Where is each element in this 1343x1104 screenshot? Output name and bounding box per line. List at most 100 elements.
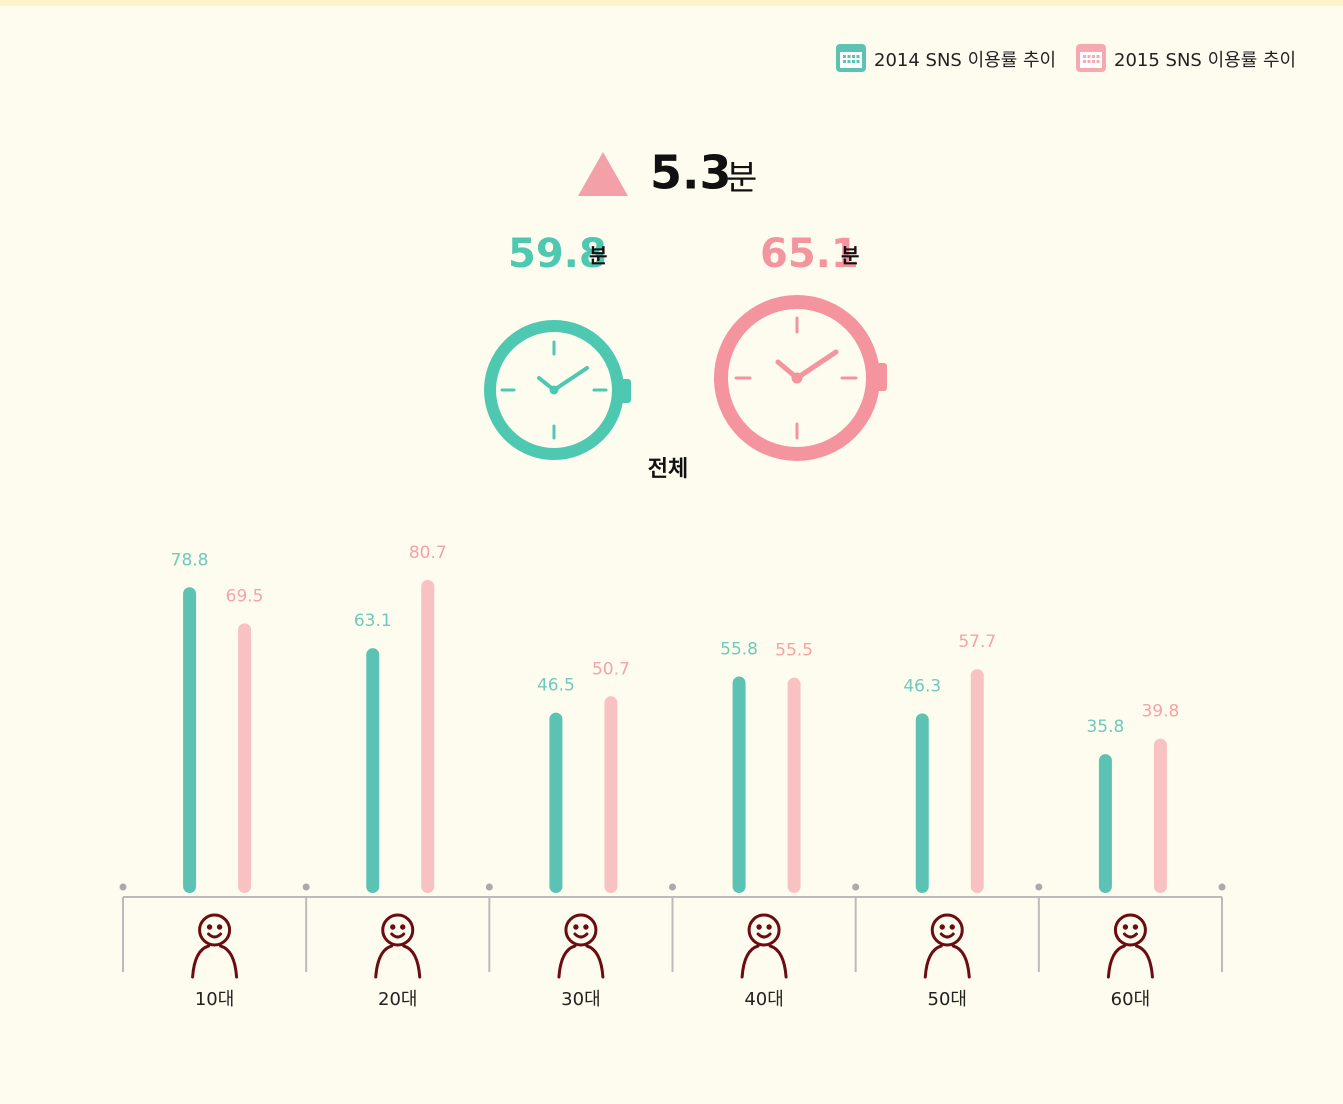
body [559, 946, 603, 977]
change-unit: 분 [726, 159, 757, 199]
body [925, 946, 969, 977]
value-label: 46.5 [537, 676, 575, 696]
value-label: 55.5 [775, 641, 813, 661]
head [749, 915, 779, 945]
bar [1099, 754, 1112, 893]
x-tick-label: 10대 [195, 989, 234, 1010]
bar [238, 623, 251, 893]
bar [183, 587, 196, 893]
calendar-day [857, 55, 860, 58]
eye [941, 926, 943, 928]
eye [208, 926, 210, 928]
calendar-day [1083, 55, 1086, 58]
calendar-day [843, 60, 846, 63]
calendar-day [1097, 60, 1100, 63]
calendar-day [848, 60, 851, 63]
increase-arrow [578, 152, 628, 196]
calendar-day [1088, 60, 1091, 63]
bar [604, 696, 617, 893]
eye [951, 926, 953, 928]
calendar-day [852, 55, 855, 58]
value-label: 46.3 [903, 676, 941, 696]
value-label: 39.8 [1141, 702, 1179, 722]
eye [575, 926, 577, 928]
axis-dot [303, 884, 310, 891]
value-label: 57.7 [958, 632, 996, 652]
axis-dot [669, 884, 676, 891]
x-tick-label: 20대 [378, 989, 417, 1010]
smile [941, 934, 953, 937]
eye [1134, 926, 1136, 928]
smile [209, 934, 221, 937]
legend-label: 2015 SNS 이용률 추이 [1114, 50, 1296, 71]
page: {"chart_data":{"type":"bar", "summary":{… [0, 0, 1343, 1104]
calendar-day [843, 55, 846, 58]
legend-icon [1076, 44, 1106, 72]
total-unit: 분 [841, 244, 859, 268]
bar [788, 678, 801, 893]
bar [549, 713, 562, 893]
calendar-day [1083, 60, 1086, 63]
eye [758, 926, 760, 928]
bar [1154, 739, 1167, 893]
body [1108, 946, 1152, 977]
chart: 5.3 분 59.8 분 65.1 분 전체 2014 SNS 이용률 추이20… [0, 0, 1343, 1104]
value-label: 35.8 [1086, 717, 1124, 737]
smile [1124, 934, 1136, 937]
legend-icon [836, 44, 866, 72]
person-icon [742, 915, 786, 977]
person-icon [1108, 915, 1152, 977]
head [200, 915, 230, 945]
value-label: 78.8 [171, 550, 209, 570]
bar [366, 648, 379, 893]
smile [392, 934, 404, 937]
eye [1124, 926, 1126, 928]
value-label: 80.7 [409, 543, 447, 563]
person-icon [925, 915, 969, 977]
eye [585, 926, 587, 928]
x-tick-label: 40대 [744, 989, 783, 1010]
value-label: 69.5 [226, 586, 264, 606]
eye [392, 926, 394, 928]
calendar-day [852, 60, 855, 63]
change-value: 5.3 [650, 146, 732, 200]
value-label: 55.8 [720, 639, 758, 659]
head [932, 915, 962, 945]
body [376, 946, 420, 977]
bar [733, 676, 746, 893]
value-label: 50.7 [592, 659, 630, 679]
x-tick-label: 60대 [1111, 989, 1150, 1010]
eye [768, 926, 770, 928]
bar [421, 580, 434, 893]
axis-dot [120, 884, 127, 891]
value-label: 63.1 [354, 611, 392, 631]
clock-2015 [721, 302, 887, 454]
total-unit: 분 [589, 244, 607, 268]
axis-dot [1035, 884, 1042, 891]
x-tick-label: 50대 [928, 989, 967, 1010]
head [566, 915, 596, 945]
clock-2014 [490, 326, 631, 454]
axis-dot [1219, 884, 1226, 891]
x-tick-label: 30대 [561, 989, 600, 1010]
smile [575, 934, 587, 937]
calendar-day [1092, 55, 1095, 58]
legend-label: 2014 SNS 이용률 추이 [874, 50, 1056, 71]
head [383, 915, 413, 945]
eye [218, 926, 220, 928]
bar [916, 713, 929, 893]
smile [758, 934, 770, 937]
calendar-day [857, 60, 860, 63]
eye [402, 926, 404, 928]
calendar-day [1088, 55, 1091, 58]
top-strip [0, 0, 1343, 6]
axis-dot [852, 884, 859, 891]
person-icon [376, 915, 420, 977]
person-icon [193, 915, 237, 977]
head [1115, 915, 1145, 945]
body [193, 946, 237, 977]
person-icon [559, 915, 603, 977]
body [742, 946, 786, 977]
calendar-day [848, 55, 851, 58]
total-label: 전체 [648, 457, 688, 482]
